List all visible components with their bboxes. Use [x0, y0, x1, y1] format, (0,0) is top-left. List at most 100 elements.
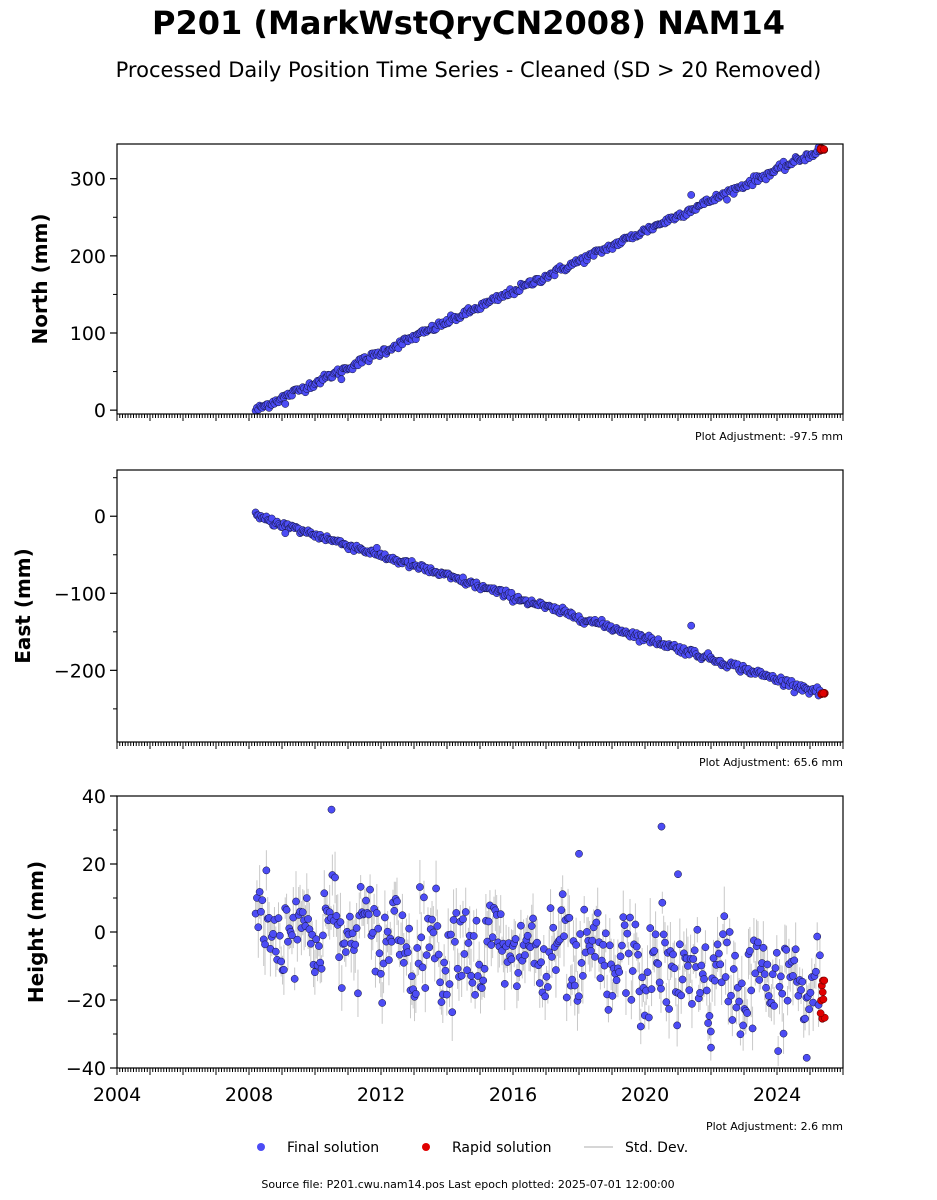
final-point: [678, 975, 687, 984]
plot-frame: [116, 469, 844, 743]
legend-final-label: Final solution: [287, 1140, 379, 1156]
final-point: [812, 967, 820, 976]
final-point: [407, 972, 416, 981]
final-point: [537, 958, 545, 967]
final-point: [612, 976, 621, 985]
final-point: [783, 996, 792, 1005]
final-point: [719, 930, 727, 939]
final-point: [737, 979, 746, 988]
final-point: [468, 978, 477, 987]
final-point: [517, 921, 525, 930]
final-point: [441, 966, 450, 975]
final-point: [579, 972, 587, 980]
final-point: [782, 945, 791, 954]
final-point: [751, 969, 760, 978]
final-point: [735, 997, 743, 1006]
final-point: [762, 983, 770, 992]
final-point: [385, 956, 393, 964]
final-point: [521, 951, 529, 959]
final-point: [356, 882, 365, 891]
plot-adjustment-note: Plot Adjustment: 2.6 mm: [706, 1120, 843, 1133]
final-point: [552, 966, 560, 974]
final-point: [432, 884, 440, 893]
y-tick-label: −200: [54, 660, 106, 682]
y-tick-label: 200: [70, 246, 106, 268]
final-point: [393, 897, 401, 906]
final-point: [727, 991, 735, 1000]
final-point: [311, 968, 319, 977]
final-point: [643, 968, 652, 977]
final-point: [261, 940, 269, 949]
chart-subtitle: Processed Daily Position Time Series - C…: [115, 58, 822, 82]
final-point: [546, 904, 555, 913]
outlier-point: [337, 375, 346, 384]
final-point: [651, 930, 660, 939]
final-point: [805, 1005, 813, 1014]
final-point: [523, 931, 532, 940]
final-point: [320, 889, 329, 898]
final-point: [748, 1024, 757, 1033]
final-point: [779, 1029, 788, 1038]
legend-rapid-label: Rapid solution: [452, 1140, 552, 1156]
final-point: [425, 943, 434, 952]
final-point: [797, 986, 805, 994]
final-point: [500, 980, 509, 988]
final-point: [315, 942, 323, 950]
final-point: [292, 897, 300, 906]
final-point: [650, 947, 659, 955]
final-point: [473, 972, 482, 980]
final-point: [351, 940, 360, 949]
final-point: [587, 947, 595, 955]
final-point: [298, 908, 307, 917]
final-point: [725, 928, 734, 936]
final-point: [583, 928, 591, 936]
y-tick-label: 40: [82, 786, 106, 808]
final-point: [701, 943, 710, 952]
final-point: [709, 954, 718, 963]
final-point: [472, 916, 481, 925]
final-point: [702, 986, 711, 995]
final-point: [662, 998, 671, 1006]
final-point: [434, 950, 443, 959]
y-tick-label: 0: [94, 400, 106, 422]
final-point: [770, 1002, 778, 1010]
final-point: [488, 933, 497, 942]
final-point: [413, 944, 422, 952]
panel-north: 0 100 200 300 North (mm) Plot Adjustment: -97…: [28, 143, 844, 443]
final-point: [816, 951, 824, 960]
final-point: [364, 910, 373, 919]
final-point: [471, 991, 479, 999]
final-point: [336, 918, 345, 926]
final-point: [723, 938, 731, 947]
final-point: [670, 964, 679, 973]
final-point: [760, 970, 769, 978]
final-point: [798, 977, 807, 986]
final-point: [565, 913, 574, 922]
final-point: [764, 992, 773, 1000]
final-point: [452, 909, 461, 917]
final-point: [496, 910, 505, 919]
final-point: [390, 906, 399, 915]
final-point: [467, 971, 475, 980]
final-point: [713, 940, 722, 949]
outlier-point: [674, 870, 682, 879]
final-point: [549, 923, 558, 932]
y-tick-label: 300: [70, 169, 106, 191]
final-point: [335, 953, 343, 962]
final-point: [697, 961, 706, 970]
final-point: [618, 941, 626, 950]
final-point: [675, 940, 684, 949]
x-tick-label: 2012: [357, 1084, 405, 1106]
final-point: [290, 975, 299, 983]
final-point: [588, 936, 597, 945]
final-point: [258, 896, 267, 905]
final-point: [592, 918, 601, 927]
final-point: [535, 979, 544, 987]
final-point: [731, 951, 739, 960]
legend-std-label: Std. Dev.: [625, 1140, 688, 1156]
final-point: [478, 984, 486, 992]
final-point: [372, 909, 381, 917]
final-point: [677, 991, 686, 1000]
chart-title: P201 (MarkWstQryCN2008) NAM14: [151, 4, 785, 42]
